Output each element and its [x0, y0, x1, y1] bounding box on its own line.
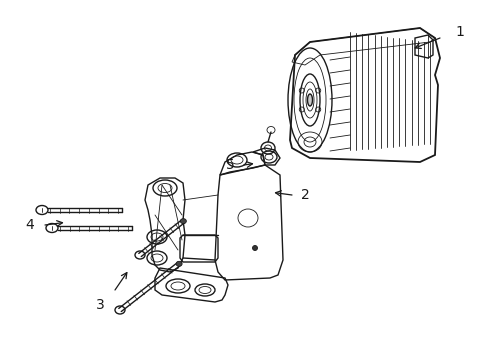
Ellipse shape — [307, 94, 312, 106]
Text: 4: 4 — [25, 218, 34, 232]
Text: 1: 1 — [455, 25, 464, 39]
Ellipse shape — [252, 246, 257, 251]
Text: 5: 5 — [225, 158, 234, 172]
Text: 3: 3 — [96, 298, 104, 312]
Ellipse shape — [180, 219, 186, 224]
Text: 2: 2 — [300, 188, 309, 202]
Ellipse shape — [176, 261, 182, 266]
